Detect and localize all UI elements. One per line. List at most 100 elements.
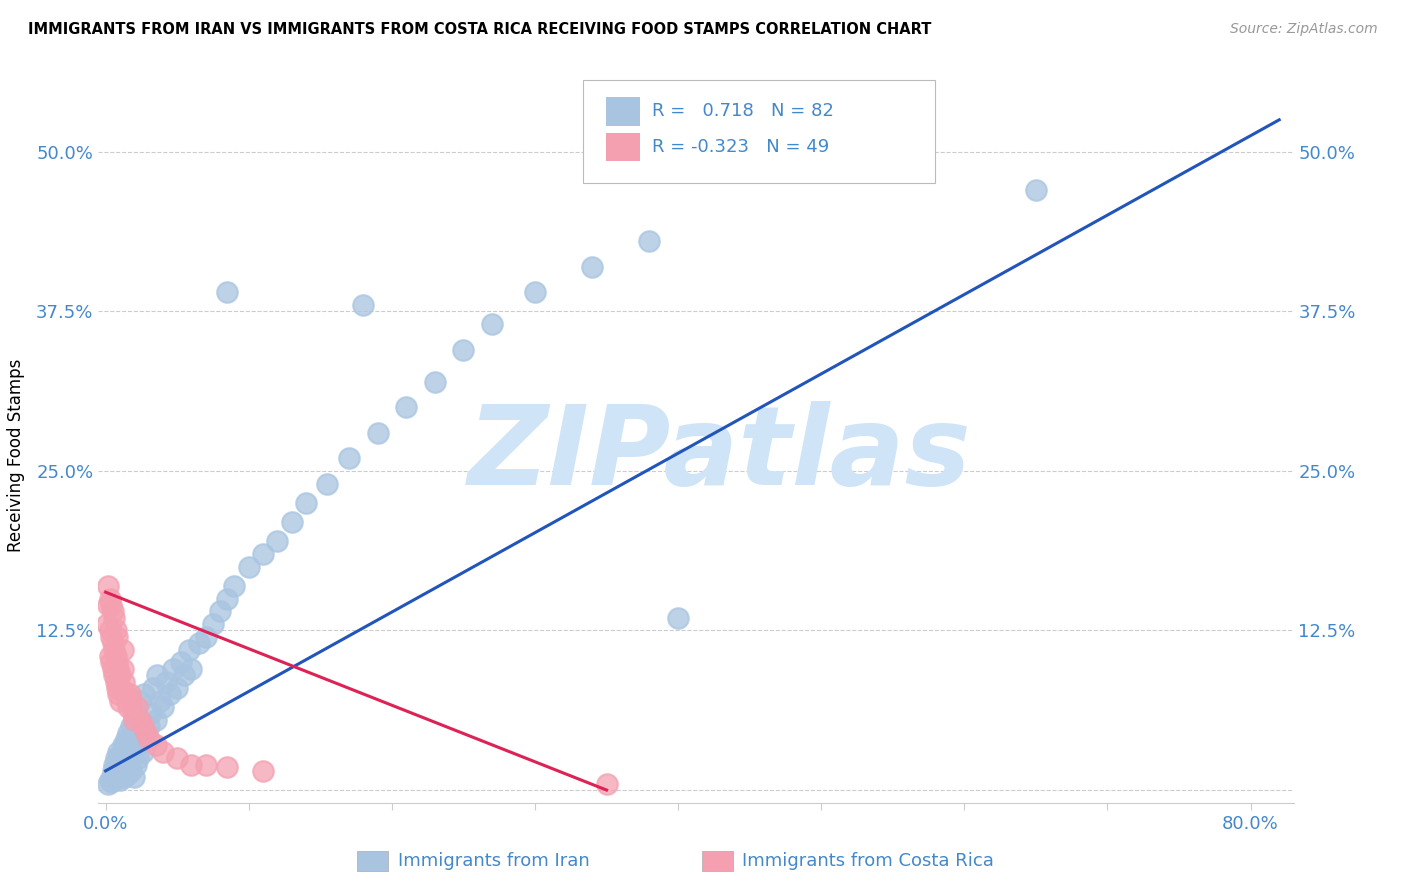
Point <box>337 451 360 466</box>
Point <box>105 656 128 670</box>
Point <box>111 662 134 676</box>
Point <box>122 770 145 784</box>
Point <box>180 757 202 772</box>
Point <box>114 687 136 701</box>
Point <box>128 751 150 765</box>
Point <box>146 668 169 682</box>
Point <box>152 745 174 759</box>
Point <box>134 687 156 701</box>
Point <box>103 610 125 624</box>
Point <box>129 694 152 708</box>
Point <box>194 757 217 772</box>
Point <box>105 630 128 644</box>
Point <box>96 617 118 632</box>
Point <box>105 760 128 774</box>
Point <box>238 559 260 574</box>
Text: IMMIGRANTS FROM IRAN VS IMMIGRANTS FROM COSTA RICA RECEIVING FOOD STAMPS CORRELA: IMMIGRANTS FROM IRAN VS IMMIGRANTS FROM … <box>28 22 932 37</box>
Point <box>125 739 148 753</box>
Point <box>581 260 603 274</box>
Text: Immigrants from Costa Rica: Immigrants from Costa Rica <box>742 852 994 870</box>
Point <box>295 496 318 510</box>
Point <box>118 687 141 701</box>
Point <box>98 648 121 663</box>
Point <box>132 745 155 759</box>
Point <box>108 694 131 708</box>
Point <box>121 706 143 721</box>
Point <box>122 713 145 727</box>
Point <box>666 610 689 624</box>
Point <box>395 400 418 414</box>
Point <box>367 425 389 440</box>
Point <box>118 751 141 765</box>
Point <box>224 579 246 593</box>
Point <box>101 636 124 650</box>
Point <box>104 648 127 663</box>
Point <box>201 617 224 632</box>
Point <box>111 739 134 753</box>
Point <box>103 772 125 787</box>
Point <box>103 642 125 657</box>
Point <box>120 764 142 778</box>
Point <box>159 687 181 701</box>
Point <box>107 687 129 701</box>
Text: R =   0.718   N = 82: R = 0.718 N = 82 <box>652 103 834 120</box>
Point <box>111 642 134 657</box>
Point <box>316 476 339 491</box>
Point <box>105 681 128 695</box>
Point <box>112 770 135 784</box>
Point <box>138 731 160 746</box>
Point <box>115 768 138 782</box>
Point <box>104 624 127 638</box>
Point <box>135 725 157 739</box>
Point <box>112 742 135 756</box>
Point <box>111 764 134 778</box>
Point <box>131 731 153 746</box>
Point <box>105 770 128 784</box>
Point <box>120 694 142 708</box>
Point <box>108 755 131 769</box>
Point <box>266 534 288 549</box>
Point <box>107 662 129 676</box>
Point <box>100 598 122 612</box>
Point <box>100 656 122 670</box>
Point <box>155 674 177 689</box>
Point <box>107 745 129 759</box>
Point <box>138 719 160 733</box>
Point <box>453 343 475 357</box>
Point <box>194 630 217 644</box>
Point <box>101 662 124 676</box>
Point <box>110 681 132 695</box>
Point <box>98 591 121 606</box>
Point <box>108 772 131 787</box>
Text: Source: ZipAtlas.com: Source: ZipAtlas.com <box>1230 22 1378 37</box>
Point <box>104 768 127 782</box>
Point <box>117 700 139 714</box>
Text: R = -0.323   N = 49: R = -0.323 N = 49 <box>652 138 830 156</box>
Point <box>104 674 127 689</box>
Y-axis label: Receiving Food Stamps: Receiving Food Stamps <box>7 359 25 551</box>
Text: Immigrants from Iran: Immigrants from Iran <box>398 852 589 870</box>
Point <box>217 760 239 774</box>
Point <box>481 317 503 331</box>
Point <box>98 772 121 787</box>
Point <box>108 668 131 682</box>
Point <box>423 375 446 389</box>
Point <box>101 764 124 778</box>
Point <box>173 668 195 682</box>
Point <box>121 745 143 759</box>
Point <box>110 747 132 762</box>
Point <box>107 764 129 778</box>
Point <box>145 739 167 753</box>
Point <box>101 770 124 784</box>
Point <box>100 775 122 789</box>
Point <box>104 751 127 765</box>
Point <box>170 656 193 670</box>
Point <box>177 642 200 657</box>
Point <box>120 719 142 733</box>
Point <box>132 719 155 733</box>
Point <box>103 757 125 772</box>
Point <box>166 681 188 695</box>
Point <box>135 725 157 739</box>
Point <box>252 547 274 561</box>
Point <box>166 751 188 765</box>
